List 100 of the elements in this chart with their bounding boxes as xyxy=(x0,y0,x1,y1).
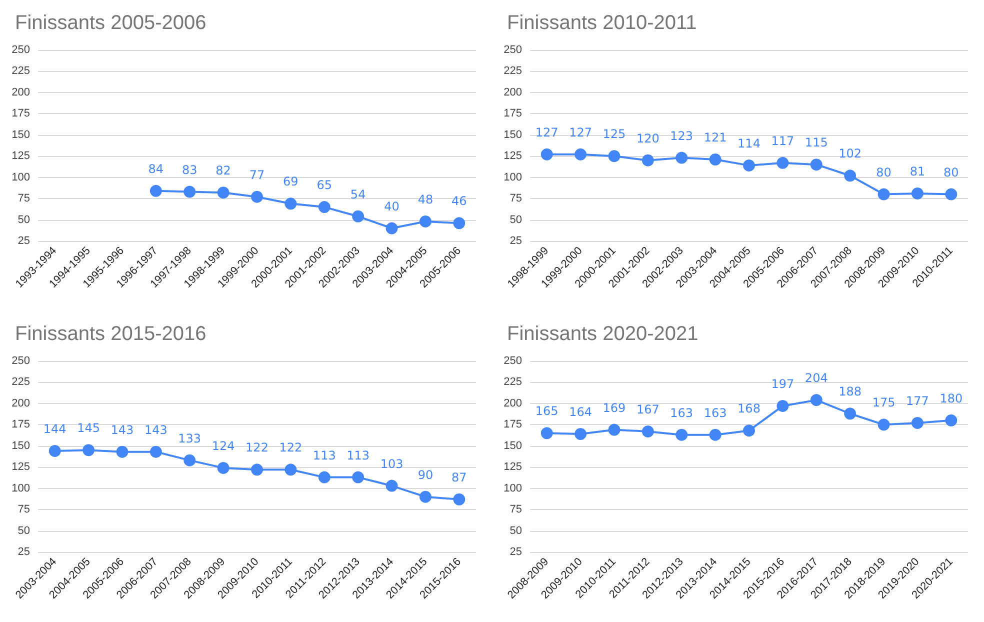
point xyxy=(217,462,230,474)
data-label: 168 xyxy=(738,402,760,416)
data-label: 164 xyxy=(569,405,592,420)
y-tick-label: 100 xyxy=(504,171,522,184)
y-tick-label: 200 xyxy=(504,86,522,98)
point xyxy=(352,471,364,484)
data-label: 83 xyxy=(182,162,198,177)
y-tick-label: 25 xyxy=(18,235,30,247)
data-label: 124 xyxy=(212,438,235,453)
data-label: 120 xyxy=(636,131,660,146)
point xyxy=(419,215,432,228)
point xyxy=(709,154,722,166)
point xyxy=(574,148,587,160)
point xyxy=(184,186,196,198)
point xyxy=(608,424,620,436)
data-label: 46 xyxy=(452,194,467,208)
y-tick-label: 125 xyxy=(504,150,522,162)
chart-title: Finissants 2010-2011 xyxy=(507,12,697,34)
y-tick-label: 125 xyxy=(12,461,30,474)
point xyxy=(844,170,856,182)
y-tick-label: 25 xyxy=(510,235,522,247)
data-label: 69 xyxy=(283,174,298,189)
data-label: 188 xyxy=(838,384,862,399)
point xyxy=(676,428,688,441)
data-label: 180 xyxy=(940,391,963,406)
y-tick-label: 250 xyxy=(12,44,30,56)
point xyxy=(743,159,755,172)
y-tick-label: 75 xyxy=(510,192,522,205)
data-label: 175 xyxy=(872,396,896,410)
data-label: 40 xyxy=(384,199,400,214)
y-tick-label: 150 xyxy=(12,440,30,452)
chart-title: Finissants 2005-2006 xyxy=(15,12,206,34)
y-tick-label: 125 xyxy=(504,461,522,474)
point xyxy=(251,464,263,476)
y-tick-label: 25 xyxy=(510,546,522,558)
y-tick-label: 50 xyxy=(18,214,30,226)
data-label: 80 xyxy=(876,165,892,180)
y-tick-label: 150 xyxy=(504,128,522,141)
point xyxy=(642,154,654,166)
point xyxy=(318,201,330,214)
point xyxy=(540,427,553,440)
y-tick-label: 250 xyxy=(12,355,30,367)
y-tick-label: 175 xyxy=(12,418,30,431)
data-label: 84 xyxy=(148,162,164,176)
y-tick-label: 100 xyxy=(12,482,30,494)
data-label: 165 xyxy=(535,404,558,418)
point xyxy=(911,187,924,200)
y-tick-label: 200 xyxy=(12,86,30,98)
data-label: 48 xyxy=(418,192,434,206)
data-label: 177 xyxy=(906,394,929,408)
y-tick-label: 50 xyxy=(510,214,522,226)
data-label: 80 xyxy=(944,165,959,180)
y-tick-label: 200 xyxy=(504,397,522,410)
point xyxy=(574,428,587,440)
data-label: 103 xyxy=(380,456,404,471)
y-tick-label: 175 xyxy=(12,108,30,120)
y-tick-label: 225 xyxy=(12,376,30,388)
data-label: 122 xyxy=(279,440,302,455)
y-tick-label: 225 xyxy=(504,65,522,78)
point xyxy=(642,425,654,438)
y-tick-label: 50 xyxy=(18,524,30,537)
point xyxy=(844,408,856,420)
data-label: 143 xyxy=(110,422,134,437)
data-label: 123 xyxy=(670,128,694,143)
point xyxy=(878,188,890,200)
data-label: 127 xyxy=(535,125,558,140)
point xyxy=(453,217,466,230)
y-tick-label: 25 xyxy=(18,546,30,558)
y-tick-label: 125 xyxy=(12,150,30,162)
data-label: 113 xyxy=(346,448,370,462)
point xyxy=(386,480,398,492)
point xyxy=(150,446,162,458)
point xyxy=(150,184,162,197)
point xyxy=(251,190,263,203)
point xyxy=(878,418,890,431)
point xyxy=(540,148,553,160)
y-tick-label: 175 xyxy=(504,418,522,431)
y-tick-label: 150 xyxy=(12,128,30,141)
y-tick-label: 100 xyxy=(504,482,522,494)
data-label: 90 xyxy=(418,468,434,482)
data-label: 87 xyxy=(452,470,467,484)
chart-title: Finissants 2020-2021 xyxy=(507,323,698,345)
data-label: 122 xyxy=(246,440,268,455)
data-label: 121 xyxy=(704,130,727,145)
point xyxy=(184,454,196,466)
point xyxy=(608,150,620,162)
data-label: 144 xyxy=(43,422,66,436)
y-tick-label: 175 xyxy=(504,108,522,120)
point xyxy=(318,471,330,484)
data-label: 197 xyxy=(771,376,794,391)
point xyxy=(709,428,722,441)
point xyxy=(676,152,688,164)
data-label: 167 xyxy=(636,402,660,416)
data-label: 125 xyxy=(602,127,626,142)
point xyxy=(419,490,432,503)
point xyxy=(776,156,789,169)
point xyxy=(48,444,61,457)
chart-title: Finissants 2015-2016 xyxy=(15,323,206,345)
point xyxy=(945,414,958,426)
data-label: 102 xyxy=(838,146,862,161)
